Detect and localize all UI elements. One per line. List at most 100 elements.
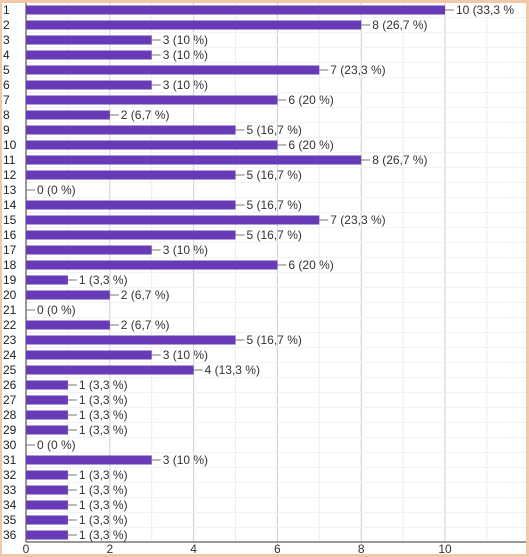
value-label: 6 (20 %) (288, 93, 333, 107)
value-label: 5 (16,7 %) (247, 333, 302, 347)
frame-border-left (0, 0, 2, 557)
bar (26, 95, 278, 105)
value-label: 8 (26,7 %) (372, 153, 427, 167)
bar (26, 125, 236, 135)
bar (26, 485, 68, 495)
value-label: 0 (0 %) (37, 303, 76, 317)
bar (26, 290, 110, 300)
bar (26, 170, 236, 180)
value-label: 1 (3,3 %) (79, 468, 128, 482)
value-label: 7 (23,3 %) (330, 63, 385, 77)
value-label: 6 (20 %) (288, 138, 333, 152)
category-label: 9 (3, 123, 10, 137)
value-label: 2 (6,7 %) (121, 108, 170, 122)
bar (26, 410, 68, 420)
category-label: 2 (3, 18, 10, 32)
value-label: 1 (3,3 %) (79, 513, 128, 527)
category-label: 32 (3, 468, 17, 482)
bar (26, 155, 362, 165)
category-label: 23 (3, 333, 17, 347)
value-label: 8 (26,7 %) (372, 18, 427, 32)
value-label: 1 (3,3 %) (79, 498, 128, 512)
value-label: 0 (0 %) (37, 438, 76, 452)
category-label: 6 (3, 78, 10, 92)
x-tick-label: 0 (23, 542, 30, 556)
category-label: 27 (3, 393, 17, 407)
category-label: 36 (3, 528, 17, 542)
value-label: 1 (3,3 %) (79, 378, 128, 392)
value-label: 2 (6,7 %) (121, 288, 170, 302)
category-label: 33 (3, 483, 17, 497)
value-label: 3 (10 %) (163, 48, 208, 62)
bar (26, 395, 68, 405)
value-label: 1 (3,3 %) (79, 528, 128, 542)
bar (26, 80, 152, 90)
value-label: 1 (3,3 %) (79, 408, 128, 422)
bar (26, 245, 152, 255)
value-label: 1 (3,3 %) (79, 423, 128, 437)
category-label: 14 (3, 198, 17, 212)
frame-border-bottom (0, 554, 529, 557)
bar (26, 365, 194, 375)
bar (26, 335, 236, 345)
bar (26, 5, 445, 15)
category-label: 3 (3, 33, 10, 47)
bar (26, 35, 152, 45)
bar (26, 380, 68, 390)
value-label: 3 (10 %) (163, 348, 208, 362)
bar (26, 455, 152, 465)
category-label: 1 (3, 3, 10, 17)
value-label: 7 (23,3 %) (330, 213, 385, 227)
bar (26, 140, 278, 150)
bar (26, 230, 236, 240)
category-label: 12 (3, 168, 17, 182)
category-label: 29 (3, 423, 17, 437)
value-label: 4 (13,3 %) (205, 363, 260, 377)
category-label: 24 (3, 348, 17, 362)
category-label: 35 (3, 513, 17, 527)
value-label: 10 (33,3 % (456, 3, 514, 17)
category-label: 30 (3, 438, 17, 452)
category-label: 13 (3, 183, 17, 197)
category-label: 28 (3, 408, 17, 422)
frame-border-top (0, 0, 529, 3)
bar (26, 200, 236, 210)
category-label: 25 (3, 363, 17, 377)
category-label: 21 (3, 303, 17, 317)
bar (26, 515, 68, 525)
value-label: 1 (3,3 %) (79, 273, 128, 287)
value-label: 5 (16,7 %) (247, 123, 302, 137)
x-tick-label: 6 (274, 542, 281, 556)
category-label: 31 (3, 453, 17, 467)
category-label: 8 (3, 108, 10, 122)
category-label: 16 (3, 228, 17, 242)
value-label: 1 (3,3 %) (79, 393, 128, 407)
x-tick-label: 4 (190, 542, 197, 556)
value-label: 2 (6,7 %) (121, 318, 170, 332)
bar (26, 275, 68, 285)
frame-border-right (526, 0, 529, 557)
bar (26, 500, 68, 510)
category-label: 22 (3, 318, 17, 332)
bar (26, 425, 68, 435)
bar (26, 350, 152, 360)
value-label: 6 (20 %) (288, 258, 333, 272)
x-tick-label: 8 (358, 542, 365, 556)
bar (26, 530, 68, 540)
value-label: 3 (10 %) (163, 453, 208, 467)
bar (26, 320, 110, 330)
x-tick-label: 2 (106, 542, 113, 556)
category-label: 20 (3, 288, 17, 302)
category-label: 34 (3, 498, 17, 512)
bar (26, 470, 68, 480)
value-label: 3 (10 %) (163, 33, 208, 47)
value-label: 1 (3,3 %) (79, 483, 128, 497)
bar (26, 20, 362, 30)
value-label: 3 (10 %) (163, 78, 208, 92)
category-label: 19 (3, 273, 17, 287)
bar (26, 260, 278, 270)
category-label: 7 (3, 93, 10, 107)
x-tick-label: 10 (438, 542, 452, 556)
category-label: 10 (3, 138, 17, 152)
